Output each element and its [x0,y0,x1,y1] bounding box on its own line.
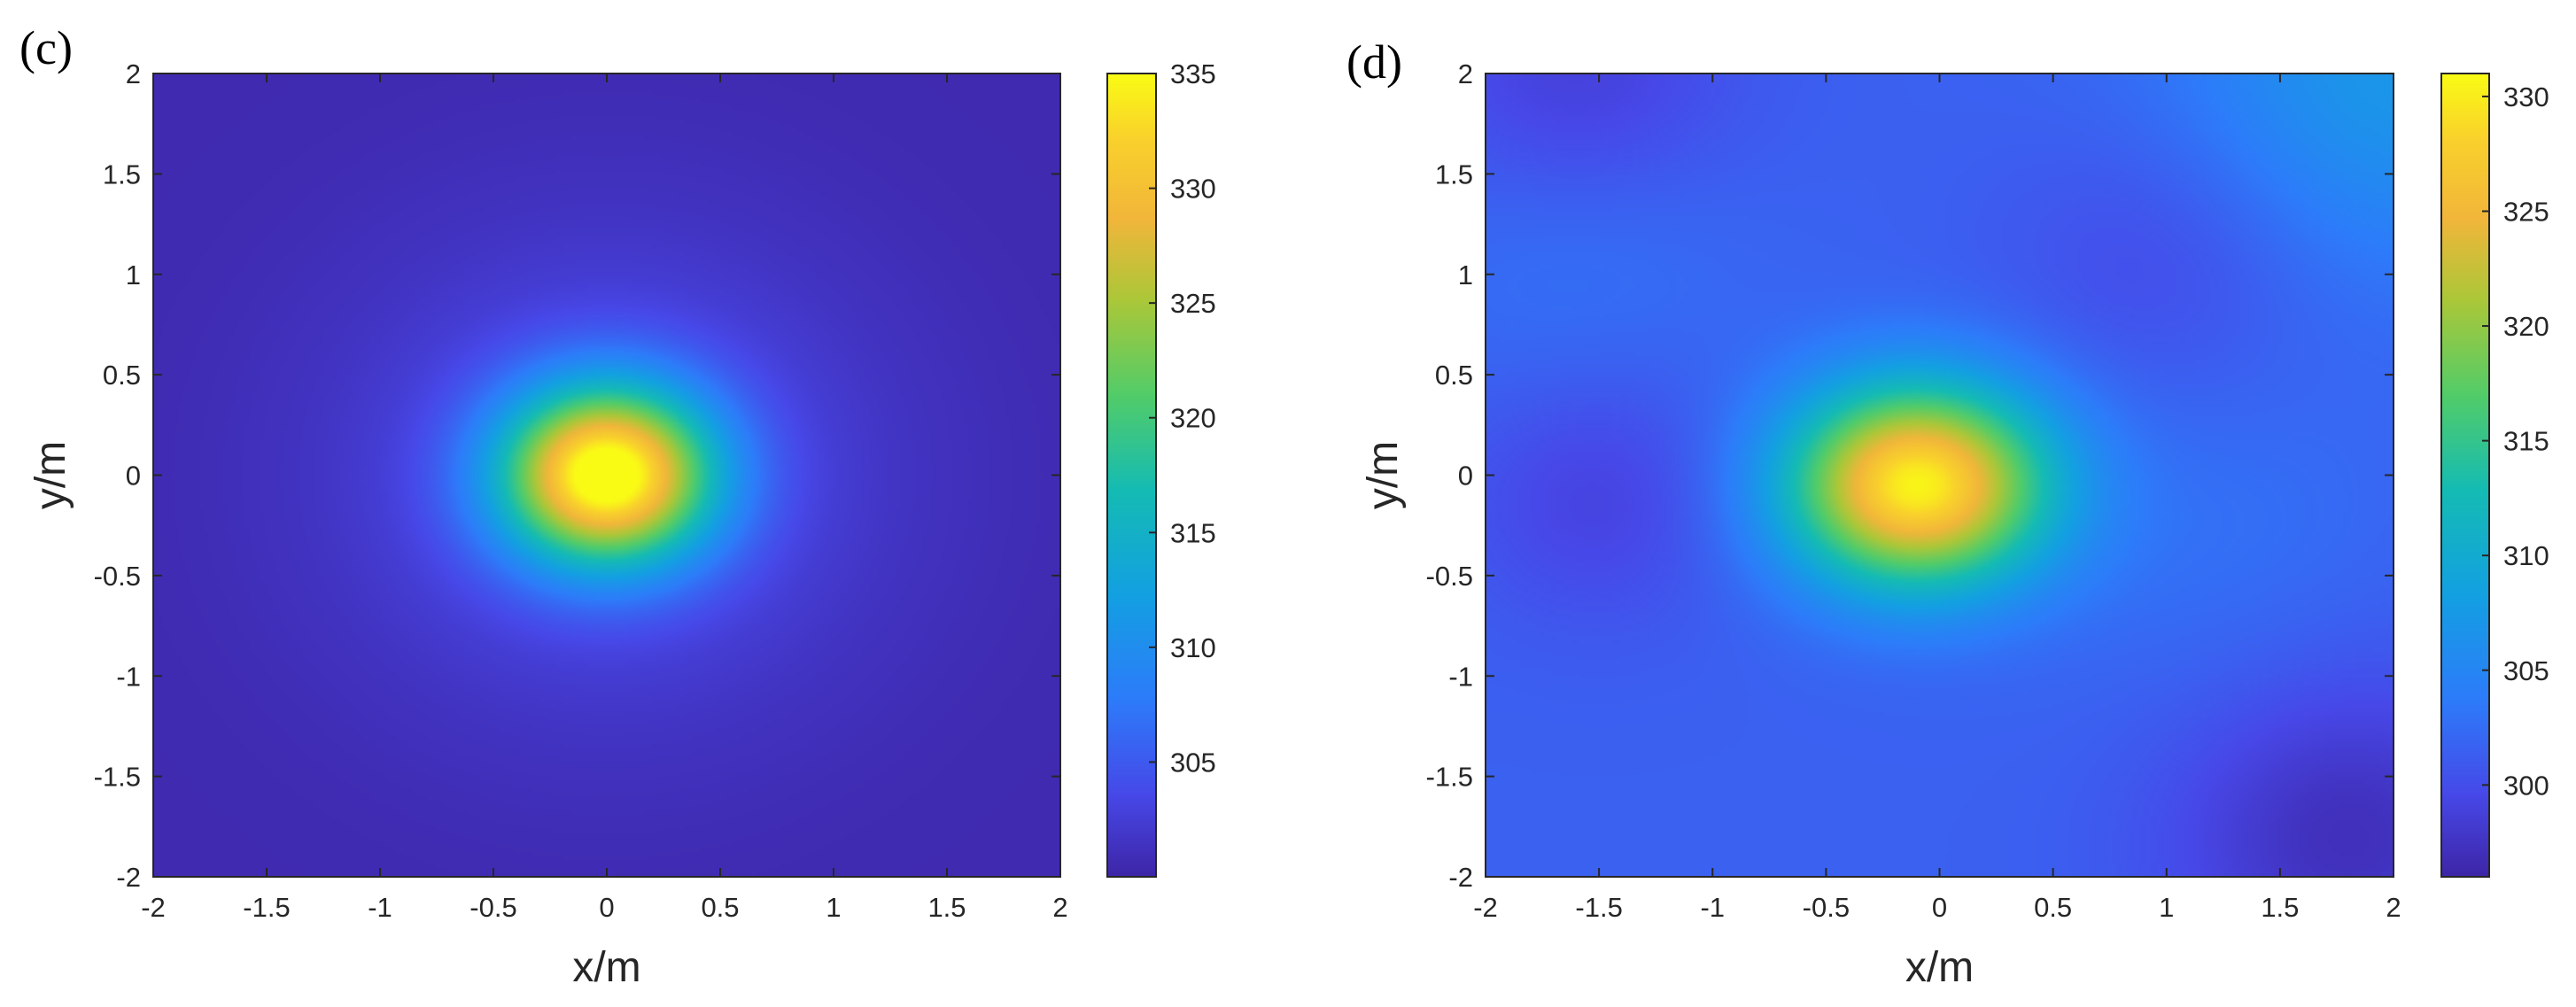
y-tick-label: 2 [1458,58,1473,89]
colorbar [1107,74,1156,877]
x-tick-label: -1 [1700,892,1725,923]
x-tick-label: 0.5 [701,892,739,923]
colorbar-tick-label: 330 [1170,174,1216,205]
x-tick-label: -2 [1473,892,1498,923]
colorbar-tick-label: 325 [2503,196,2549,227]
y-tick-label: 1 [126,259,141,290]
y-axis-label: y/m [1360,441,1407,509]
y-tick-label: -2 [1448,862,1473,893]
colorbar-tick-label: 330 [2503,81,2549,112]
y-tick-label: 2 [126,58,141,89]
y-tick-label: 0 [126,461,141,492]
colorbar-frame [2440,73,2490,878]
y-tick-label: 1 [1458,259,1473,290]
colorbar-tick-label: 320 [1170,403,1216,434]
x-tick-label: 1 [2159,892,2174,923]
x-tick-label: -0.5 [1803,892,1850,923]
y-tick-label: -2 [116,862,141,893]
y-tick-label: -1 [116,661,141,692]
y-tick-label: 1.5 [103,159,141,190]
x-axis-label: x/m [1905,944,1974,991]
x-tick-label: 1.5 [927,892,966,923]
panel-label: (d) [1346,35,1402,89]
colorbar-tick-label: 305 [1170,747,1216,778]
panel-d: -2 -1.5 -1 -0.5 0 0.5 1 1.5 2 2 1.5 1 0.5 0 -0.5 -1 -1.5… [1346,35,2549,991]
x-tick-label: 2 [1052,892,1067,923]
colorbar-tick-label: 315 [1170,517,1216,548]
colorbar-frame [1106,73,1157,878]
x-tick-label: -0.5 [469,892,516,923]
colorbar-tick-label: 300 [2503,770,2549,801]
y-tick-label: 0 [1458,461,1473,492]
panel-label: (c) [19,21,73,74]
panel-c: -2 -1.5 -1 -0.5 0 0.5 1 1.5 2 2 1.5 1 0.5 0 -0.5 -1 -1.5… [19,21,1216,991]
colorbar-tick-label: 305 [2503,655,2549,686]
colorbar-tick-label: 315 [2503,426,2549,457]
colorbar-tick-label: 320 [2503,311,2549,342]
colorbar-tick-label: 335 [1170,58,1216,89]
colorbar-tick-label: 310 [1170,632,1216,663]
y-tick-label: 0.5 [103,360,141,391]
y-axis-label: y/m [27,441,74,509]
y-tick-label: -0.5 [1426,561,1473,592]
x-tick-label: -1.5 [1575,892,1622,923]
y-tick-label: -1 [1448,661,1473,692]
x-tick-label: 1.5 [2261,892,2299,923]
x-tick-label: 0 [599,892,614,923]
y-tick-label: -1.5 [94,762,141,793]
heatmap-field [153,74,1060,877]
colorbar-tick-label: 325 [1170,288,1216,319]
x-tick-label: 0.5 [2034,892,2072,923]
y-tick-label: -1.5 [1426,762,1473,793]
heatmap-field [1486,74,2394,877]
x-tick-label: 0 [1932,892,1947,923]
x-tick-label: -2 [141,892,166,923]
x-axis-label: x/m [572,944,640,991]
x-tick-label: -1.5 [243,892,290,923]
x-tick-label: 2 [2386,892,2401,923]
y-tick-label: -0.5 [94,561,141,592]
x-tick-label: -1 [368,892,392,923]
colorbar [2441,74,2489,877]
colorbar-tick-label: 310 [2503,540,2549,571]
x-tick-label: 1 [826,892,841,923]
y-tick-label: 0.5 [1435,360,1473,391]
y-tick-label: 1.5 [1435,159,1473,190]
